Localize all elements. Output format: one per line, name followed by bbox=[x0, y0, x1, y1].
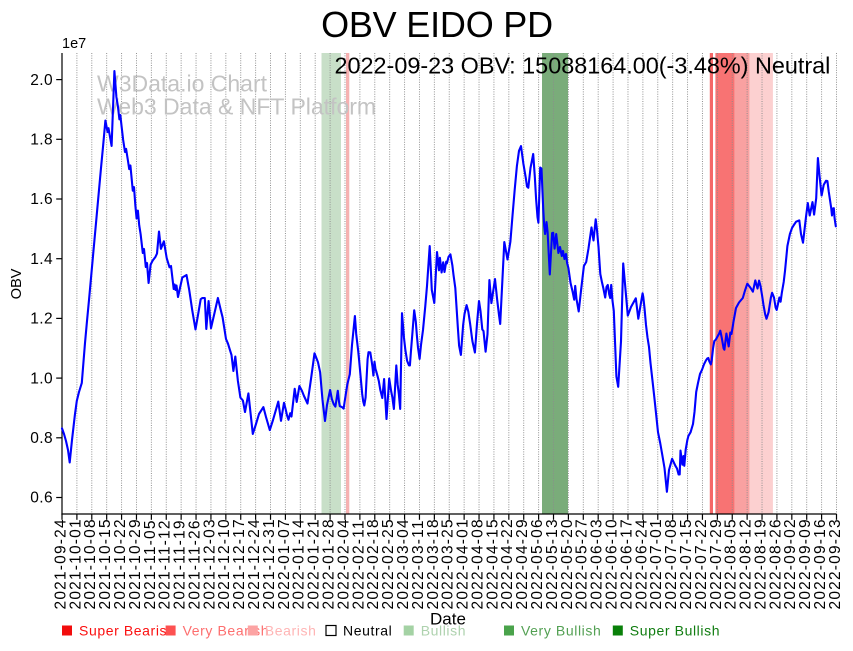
svg-text:2021-11-05: 2021-11-05 bbox=[142, 519, 159, 609]
svg-text:2022-05-20: 2022-05-20 bbox=[559, 518, 576, 609]
svg-text:2022-09-02: 2022-09-02 bbox=[782, 518, 799, 609]
svg-text:2021-09-24: 2021-09-24 bbox=[52, 518, 69, 609]
svg-text:0.8: 0.8 bbox=[30, 430, 53, 447]
svg-text:2022-01-07: 2022-01-07 bbox=[276, 518, 293, 609]
svg-text:2022-02-04: 2022-02-04 bbox=[335, 518, 352, 609]
svg-text:OBV EIDO PD: OBV EIDO PD bbox=[321, 4, 553, 45]
svg-text:2.0: 2.0 bbox=[30, 72, 53, 89]
svg-text:1.6: 1.6 bbox=[30, 191, 53, 208]
svg-text:2022-09-09: 2022-09-09 bbox=[797, 518, 814, 609]
svg-text:2022-05-06: 2022-05-06 bbox=[529, 518, 546, 609]
svg-text:OBV: OBV bbox=[9, 268, 25, 299]
svg-text:2022-06-24: 2022-06-24 bbox=[633, 518, 650, 609]
svg-text:Neutral: Neutral bbox=[343, 623, 392, 639]
svg-text:2022-06-10: 2022-06-10 bbox=[603, 518, 620, 609]
svg-text:2022-05-27: 2022-05-27 bbox=[574, 518, 591, 609]
svg-text:Date: Date bbox=[430, 610, 466, 629]
svg-text:1.2: 1.2 bbox=[30, 311, 53, 328]
svg-text:2022-09-23 OBV: 15088164.00(-3: 2022-09-23 OBV: 15088164.00(-3.48%) Neut… bbox=[335, 53, 831, 79]
svg-text:2022-08-26: 2022-08-26 bbox=[767, 518, 784, 609]
svg-text:2022-01-28: 2022-01-28 bbox=[321, 518, 338, 609]
svg-text:2022-03-18: 2022-03-18 bbox=[425, 518, 442, 609]
svg-text:2022-04-15: 2022-04-15 bbox=[484, 518, 501, 609]
svg-text:Super Bearish: Super Bearish bbox=[79, 623, 176, 639]
svg-text:2021-11-26: 2021-11-26 bbox=[186, 519, 203, 609]
svg-text:2021-10-29: 2021-10-29 bbox=[127, 518, 144, 609]
svg-text:2022-04-22: 2022-04-22 bbox=[499, 518, 516, 609]
svg-text:2022-03-11: 2022-03-11 bbox=[410, 519, 427, 609]
svg-text:2022-04-29: 2022-04-29 bbox=[514, 518, 531, 609]
svg-text:0.6: 0.6 bbox=[30, 490, 53, 507]
svg-text:Very Bullish: Very Bullish bbox=[521, 623, 601, 639]
svg-text:2022-07-08: 2022-07-08 bbox=[663, 518, 680, 609]
svg-text:2021-10-22: 2021-10-22 bbox=[112, 518, 129, 609]
svg-text:2022-08-19: 2022-08-19 bbox=[752, 518, 769, 609]
svg-text:Bearish: Bearish bbox=[265, 623, 317, 639]
svg-text:2021-12-03: 2021-12-03 bbox=[201, 518, 218, 609]
svg-text:2022-05-13: 2022-05-13 bbox=[544, 518, 561, 609]
svg-text:2022-06-17: 2022-06-17 bbox=[618, 518, 635, 609]
svg-text:2022-02-18: 2022-02-18 bbox=[365, 518, 382, 609]
svg-text:2022-08-05: 2022-08-05 bbox=[723, 518, 740, 609]
svg-text:2022-03-04: 2022-03-04 bbox=[395, 518, 412, 609]
svg-text:2022-09-23: 2022-09-23 bbox=[827, 518, 844, 609]
svg-text:Super Bullish: Super Bullish bbox=[630, 623, 720, 639]
svg-text:2022-07-29: 2022-07-29 bbox=[708, 518, 725, 609]
svg-text:2021-10-08: 2021-10-08 bbox=[82, 518, 99, 609]
svg-text:2022-07-15: 2022-07-15 bbox=[678, 518, 695, 609]
svg-text:Bullish: Bullish bbox=[421, 623, 466, 639]
svg-text:2021-10-15: 2021-10-15 bbox=[97, 518, 114, 609]
svg-text:1e7: 1e7 bbox=[62, 36, 86, 52]
svg-text:2022-01-14: 2022-01-14 bbox=[291, 518, 308, 609]
svg-text:2021-12-17: 2021-12-17 bbox=[231, 518, 248, 609]
svg-text:2022-02-25: 2022-02-25 bbox=[380, 518, 397, 609]
svg-text:2021-12-24: 2021-12-24 bbox=[246, 518, 263, 609]
svg-text:W3Data.io Chart: W3Data.io Chart bbox=[97, 71, 268, 97]
svg-text:2022-03-25: 2022-03-25 bbox=[440, 518, 457, 609]
svg-text:2021-12-10: 2021-12-10 bbox=[216, 518, 233, 609]
svg-text:1.0: 1.0 bbox=[30, 370, 53, 387]
svg-text:Very Bearish: Very Bearish bbox=[183, 623, 270, 639]
svg-text:2022-08-12: 2022-08-12 bbox=[738, 518, 755, 609]
svg-text:2021-11-19: 2021-11-19 bbox=[172, 519, 189, 609]
svg-text:2022-07-22: 2022-07-22 bbox=[693, 518, 710, 609]
svg-text:2022-02-11: 2022-02-11 bbox=[350, 519, 367, 609]
svg-text:2022-04-08: 2022-04-08 bbox=[469, 518, 486, 609]
svg-text:Web3 Data & NFT Platform: Web3 Data & NFT Platform bbox=[97, 94, 376, 120]
svg-text:2022-06-03: 2022-06-03 bbox=[589, 518, 606, 609]
svg-text:1.8: 1.8 bbox=[30, 132, 53, 149]
svg-text:1.4: 1.4 bbox=[30, 251, 53, 268]
svg-text:2022-04-01: 2022-04-01 bbox=[455, 518, 472, 609]
svg-text:2021-11-12: 2021-11-12 bbox=[157, 519, 174, 609]
svg-text:2022-07-01: 2022-07-01 bbox=[648, 518, 665, 609]
svg-text:2021-10-01: 2021-10-01 bbox=[67, 518, 84, 609]
svg-text:2022-01-21: 2022-01-21 bbox=[306, 518, 323, 609]
svg-text:2022-09-16: 2022-09-16 bbox=[812, 518, 829, 609]
svg-text:2021-12-31: 2021-12-31 bbox=[261, 518, 278, 609]
